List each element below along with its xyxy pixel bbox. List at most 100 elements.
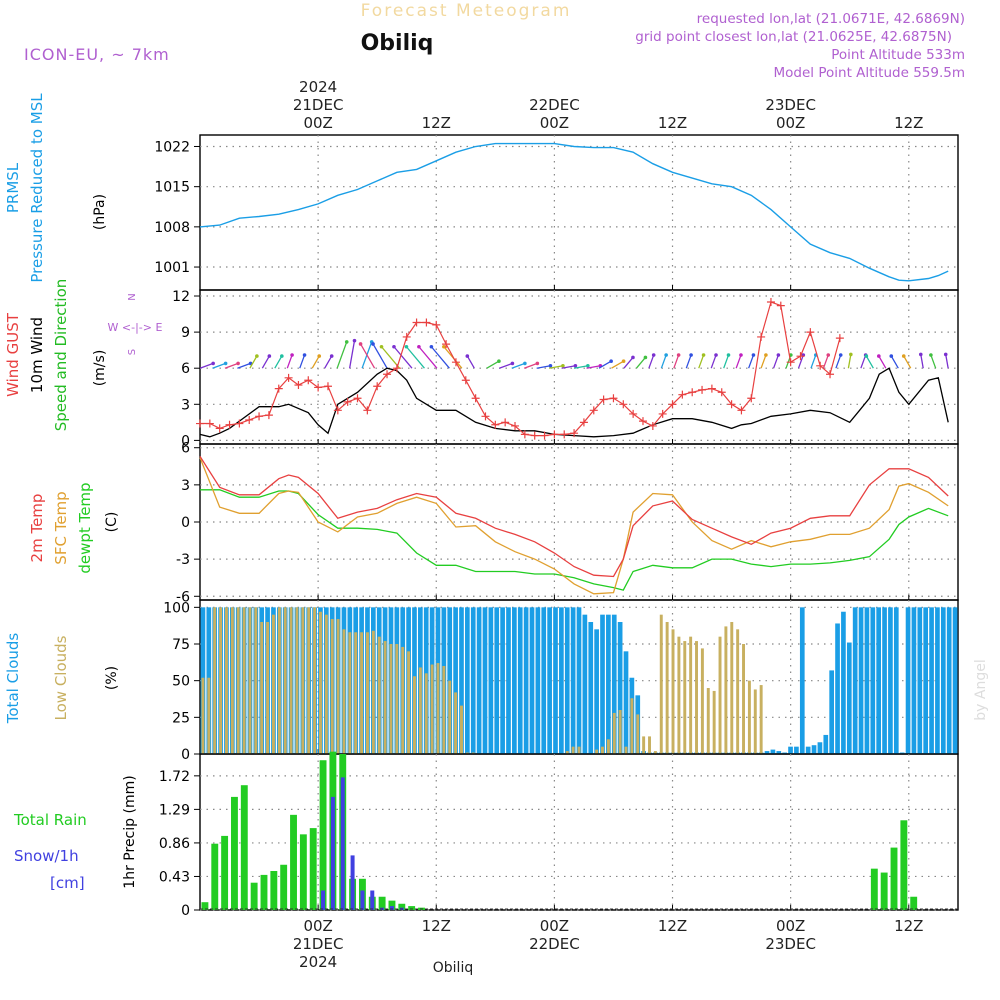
wind-arrow (372, 343, 388, 369)
temperature-ytick-label: 0 (181, 515, 190, 531)
wind-arrow (772, 354, 779, 369)
top-time-label: 00Z (776, 114, 805, 132)
low-cloud-bar (736, 629, 740, 754)
wind-arrow-head (497, 359, 501, 364)
low-cloud-bar (665, 622, 669, 754)
low-cloud-bar (465, 752, 469, 754)
gust-point (638, 417, 647, 426)
wind-arrow-head (664, 353, 668, 357)
total-cloud-bar (841, 611, 846, 754)
rain-bar (309, 828, 317, 910)
rain-bar (221, 835, 229, 910)
snow-bar (370, 890, 375, 910)
gust-point (422, 318, 431, 327)
wind-arrow-head (643, 355, 648, 360)
model-label: ICON-EU, ~ 7km (24, 45, 170, 64)
total-cloud-bar (846, 642, 852, 754)
rain-bar (240, 785, 248, 910)
gust-point (540, 431, 549, 440)
gust-point (511, 421, 520, 430)
snow-bar (389, 906, 394, 910)
wind-arrow-head (523, 361, 527, 366)
rain-bar (910, 896, 918, 910)
wind-arrow (945, 354, 949, 369)
total-cloud-bar (899, 752, 905, 754)
wind-arrow (237, 362, 251, 369)
low-cloud-bar (759, 685, 763, 754)
gust-point (343, 397, 352, 406)
wind-arrow (199, 362, 214, 369)
gust-point (737, 406, 746, 415)
total-cloud-bar (888, 607, 893, 754)
low-cloud-bar (295, 607, 299, 754)
precip-panel: 0 0.43 0.86 1.29 1.72 Total Rain Snow/1h [cm] 1h… (13, 751, 959, 919)
wind-arrow (586, 365, 601, 369)
total-cloud-bar (929, 607, 934, 754)
low-cloud-bar (407, 651, 411, 754)
low-cloud-bar (471, 752, 475, 754)
top-time-label: 22DEC (529, 96, 580, 114)
location-title: Obiliq (361, 31, 434, 56)
total-cloud-bar (870, 607, 876, 754)
low-cloud-bar (342, 629, 346, 754)
low-cloud-bar (612, 712, 616, 754)
gust-point (196, 419, 204, 428)
gust-point (461, 376, 470, 385)
total-cloud-bar (864, 607, 870, 754)
total-cloud-bar (582, 614, 588, 754)
wind-arrow (299, 354, 306, 369)
gust-point (579, 418, 588, 427)
low-cloud-bar (242, 607, 246, 754)
clouds-panel: 0 25 50 75 100 Total Clouds Low Clouds (%) (4, 599, 959, 763)
snow-bar (360, 890, 365, 910)
total-cloud-bar (917, 607, 923, 754)
wind-series (199, 367, 949, 438)
wind-arrow-head (379, 344, 384, 349)
gust-point (619, 400, 628, 409)
low-cloud-bar (636, 714, 640, 754)
low-cloud-bar (624, 746, 628, 754)
wind-arrow-head (548, 363, 553, 368)
low-cloud-bar (695, 641, 698, 754)
gust-point (599, 395, 608, 404)
total-cloud-bar (576, 607, 582, 754)
low-cloud-bar (254, 607, 258, 754)
bottom-time-label: 2024 (299, 953, 337, 971)
wind-arrow-head (211, 361, 215, 366)
rain-bar (201, 902, 209, 910)
pressure-ytick-label: 1015 (154, 180, 190, 196)
rain-bar (280, 864, 288, 910)
wind-arrow-head (651, 353, 656, 357)
wind-arrow (249, 355, 258, 369)
total-cloud-bar (764, 751, 770, 754)
wind-arrow (648, 354, 655, 369)
total-cloud-bar (559, 607, 564, 754)
top-time-label: 12Z (658, 114, 687, 132)
wind-arrow-head (838, 353, 843, 357)
wind-arrow-head (223, 361, 228, 366)
total-cloud-bar (911, 607, 917, 754)
precip-label-cm: [cm] (50, 874, 85, 892)
wind-arrow-head (918, 352, 923, 357)
wind-arrow (930, 354, 937, 369)
total-cloud-bar (512, 607, 517, 754)
low-cloud-bar (677, 636, 681, 754)
model-altitude: Model Point Altitude 559.5m (774, 65, 965, 81)
low-cloud-bar (395, 644, 399, 754)
gust-point (215, 424, 224, 433)
footer-location: Obiliq (433, 960, 473, 976)
gust-point (678, 390, 687, 399)
gust-point (432, 320, 441, 329)
gust-point (609, 394, 618, 403)
total-cloud-bar (946, 607, 952, 754)
temperature-ytick-label: 6 (181, 441, 190, 457)
wind-arrow (673, 354, 680, 369)
low-cloud-bar (659, 614, 663, 754)
gust-point (353, 394, 362, 403)
wind-arrow (660, 354, 667, 369)
wind-arrow-head (404, 344, 409, 349)
total-cloud-bar (529, 607, 535, 754)
wind-arrow (336, 341, 348, 369)
total-cloud-bar (835, 623, 840, 754)
total-cloud-bar (600, 614, 605, 754)
